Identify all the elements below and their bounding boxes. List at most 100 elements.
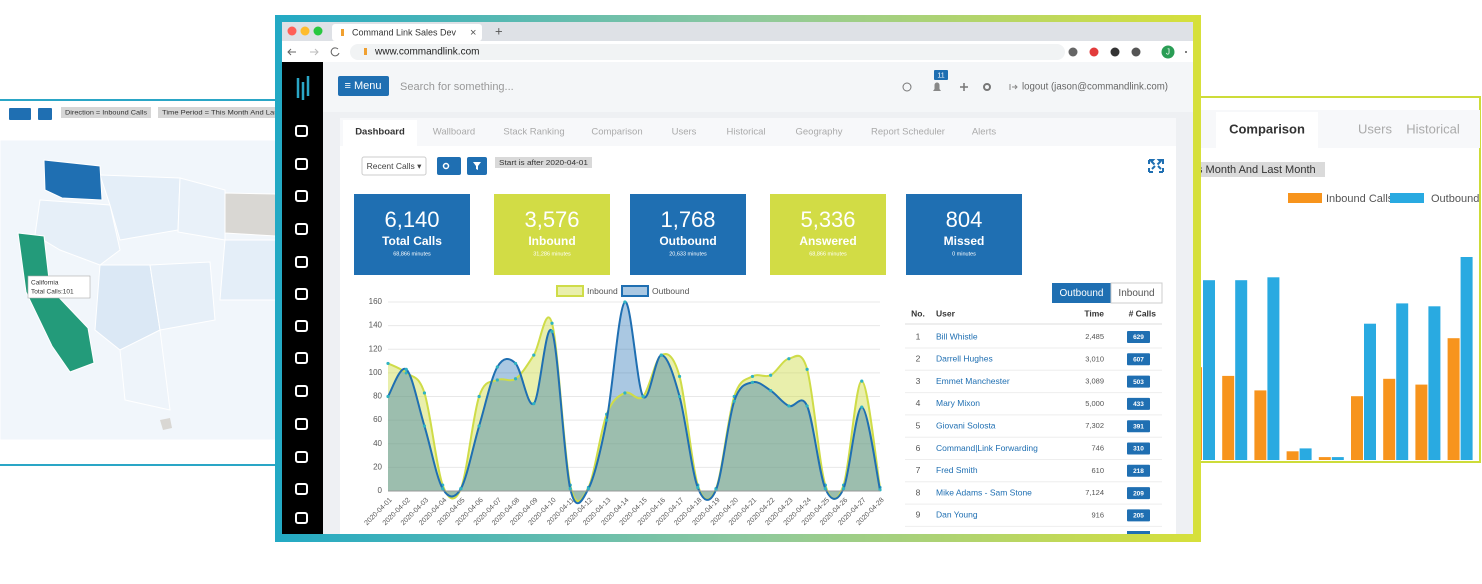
- notification-badge: [934, 70, 948, 80]
- tab[interactable]: Users: [672, 127, 697, 138]
- data-point: [623, 300, 627, 304]
- legend-label: Inbound Calls: [1326, 193, 1394, 205]
- gear-icon[interactable]: [983, 83, 991, 91]
- user-link[interactable]: Fred Smith: [936, 465, 978, 475]
- series-line: [387, 300, 881, 505]
- calls-badge: [1127, 531, 1150, 534]
- stat-label: Total Calls: [382, 234, 442, 248]
- data-point: [459, 487, 463, 491]
- tab[interactable]: Users: [1358, 121, 1392, 136]
- dropdown-label[interactable]: Recent Calls ▾: [367, 161, 423, 171]
- nav-icon[interactable]: [295, 483, 308, 495]
- tab[interactable]: Comparison: [1229, 121, 1305, 136]
- menu-label[interactable]: ≡ Menu: [345, 80, 382, 92]
- search[interactable]: Search for something...: [400, 81, 514, 93]
- calls-count: 629: [1133, 334, 1144, 341]
- extension[interactable]: [1089, 47, 1099, 57]
- bar: [1351, 396, 1363, 460]
- url-field[interactable]: [350, 44, 1065, 60]
- data-point: [532, 353, 536, 357]
- window-control[interactable]: [313, 26, 323, 36]
- nav-icon[interactable]: [295, 125, 308, 137]
- tab[interactable]: Historical: [1406, 121, 1460, 136]
- nav-icon[interactable]: [295, 451, 308, 463]
- extension[interactable]: [1131, 47, 1141, 57]
- tab[interactable]: Stack Ranking: [503, 127, 564, 138]
- tab[interactable]: Comparison: [591, 127, 642, 138]
- stat-tile[interactable]: [770, 194, 886, 275]
- nav-icon[interactable]: [295, 418, 308, 430]
- tab-close[interactable]: ×: [470, 27, 476, 39]
- nav-icon[interactable]: [295, 512, 308, 524]
- data-point: [386, 394, 390, 399]
- column-header: Time: [1084, 308, 1104, 318]
- user-link[interactable]: Giovani Solosta: [936, 420, 996, 430]
- data-point: [568, 487, 572, 491]
- filter-text: Time Period = This Month And Las: [162, 110, 279, 117]
- stat-label: Answered: [799, 234, 856, 248]
- bar: [1222, 375, 1235, 460]
- series-area: [388, 301, 880, 504]
- filter-button[interactable]: [38, 108, 52, 120]
- window-control[interactable]: [300, 26, 310, 36]
- user-link[interactable]: Dan Young: [936, 510, 978, 520]
- bell-icon[interactable]: [933, 82, 941, 92]
- stat-sub: 20,633 minutes: [669, 251, 707, 257]
- tab[interactable]: Geography: [795, 127, 842, 138]
- user-link[interactable]: Command|Link Forwarding: [936, 443, 1038, 453]
- expand-icon[interactable]: [1148, 159, 1164, 173]
- nav-icon[interactable]: [295, 223, 308, 235]
- user-link[interactable]: Darrell Hughes: [936, 354, 993, 364]
- globe-icon[interactable]: [902, 82, 912, 92]
- menu-button[interactable]: [338, 76, 389, 96]
- tab[interactable]: Report Scheduler: [871, 127, 945, 138]
- tab[interactable]: Dashboard: [355, 127, 405, 138]
- logout[interactable]: logout (jason@commandlink.com): [1022, 82, 1168, 93]
- tab[interactable]: Alerts: [972, 127, 997, 138]
- settings-button[interactable]: [9, 108, 31, 120]
- toggle-label[interactable]: Inbound: [1118, 288, 1154, 299]
- nav-forward[interactable]: [310, 48, 319, 56]
- data-point: [513, 361, 518, 366]
- data-point: [477, 394, 481, 399]
- nav-icon[interactable]: [295, 158, 308, 170]
- stat-tile[interactable]: [354, 194, 470, 275]
- stat-tile[interactable]: [494, 194, 610, 275]
- nav-icon[interactable]: [295, 190, 308, 202]
- bar: [1235, 280, 1248, 460]
- nav-icon[interactable]: [295, 352, 308, 364]
- nav-back[interactable]: [287, 48, 296, 56]
- toggle-active[interactable]: [1052, 283, 1111, 303]
- tooltip-text: Total Calls:101: [31, 289, 74, 296]
- new-tab[interactable]: +: [495, 23, 503, 38]
- browser-tab[interactable]: [332, 24, 482, 41]
- nav-icon[interactable]: [295, 288, 308, 300]
- nav-icon[interactable]: [295, 320, 308, 332]
- stat-tile[interactable]: [906, 194, 1022, 275]
- tooltip-text: California: [31, 280, 59, 287]
- window-control[interactable]: [287, 26, 297, 36]
- reload[interactable]: [330, 47, 340, 57]
- toggle-label[interactable]: Outbound: [1060, 288, 1104, 299]
- user-link[interactable]: Emmet Manchester: [936, 376, 1010, 386]
- stat-tile[interactable]: [630, 194, 746, 275]
- state: [149, 261, 216, 331]
- extension[interactable]: [1068, 47, 1078, 57]
- data-point: [677, 394, 682, 399]
- nav-icon[interactable]: [295, 385, 308, 397]
- dropdown[interactable]: [361, 156, 427, 176]
- series-area: [388, 317, 880, 502]
- user-link[interactable]: Bill Whistle: [936, 331, 978, 341]
- nav-icon[interactable]: [295, 256, 308, 268]
- toggle-inactive[interactable]: [1110, 282, 1163, 304]
- extension[interactable]: [1110, 47, 1120, 57]
- calls-badge: [1127, 397, 1150, 410]
- calls-badge: [1127, 487, 1150, 500]
- user-link[interactable]: Mike Adams - Sam Stone: [936, 487, 1032, 497]
- profile[interactable]: [1161, 45, 1175, 59]
- plus-icon[interactable]: [960, 83, 968, 91]
- user-link[interactable]: Mary Mixon: [936, 398, 980, 408]
- tab[interactable]: Wallboard: [433, 127, 475, 138]
- panel-border: [1195, 96, 1481, 463]
- tab[interactable]: Historical: [726, 127, 765, 138]
